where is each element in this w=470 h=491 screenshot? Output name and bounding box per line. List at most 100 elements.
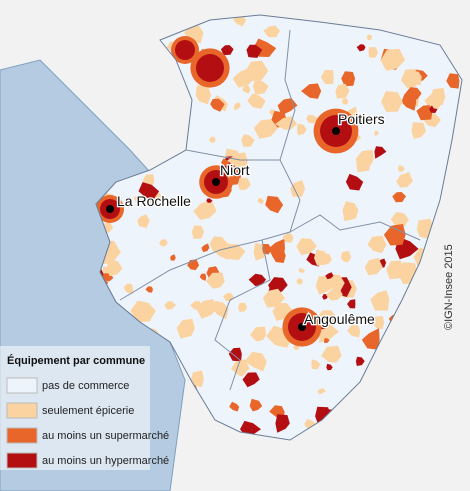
- credit: ©IGN-Insee 2015: [443, 244, 455, 330]
- commune-area: [206, 272, 225, 289]
- commune-area: [392, 192, 406, 203]
- commune-area: [325, 272, 334, 280]
- commune-area: [227, 152, 248, 171]
- commune-area: [213, 243, 230, 260]
- commune-area: [130, 300, 156, 323]
- legend-label: au moins un supermarché: [42, 430, 169, 442]
- commune-area: [301, 83, 322, 99]
- commune-area: [248, 273, 267, 287]
- commune-area: [220, 158, 230, 166]
- city-dot: [212, 178, 220, 186]
- city-dot: [332, 127, 340, 135]
- commune-area: [311, 359, 321, 370]
- commune-area: [411, 122, 426, 139]
- commune-area: [233, 102, 241, 111]
- commune-area: [374, 146, 387, 159]
- commune-area: [321, 345, 342, 363]
- commune-area: [347, 325, 361, 338]
- commune-area: [367, 235, 387, 254]
- commune-area: [210, 98, 225, 112]
- commune-area: [229, 401, 240, 412]
- legend-swatch: [6, 427, 38, 444]
- commune-area: [220, 45, 234, 56]
- legend-label: seulement épicerie: [42, 405, 134, 417]
- commune-area: [340, 250, 352, 263]
- commune-area: [257, 198, 264, 205]
- commune-area: [368, 47, 379, 58]
- commune-area: [123, 283, 134, 295]
- commune-area: [263, 25, 280, 38]
- city-label: La Rochelle: [117, 193, 191, 209]
- commune-area: [405, 87, 422, 102]
- commune-area: [209, 136, 216, 143]
- commune-area: [381, 91, 403, 112]
- commune-area: [370, 290, 390, 311]
- commune-area: [246, 44, 263, 58]
- commune-area: [430, 88, 446, 106]
- commune-area: [409, 71, 422, 86]
- commune-area: [241, 134, 255, 147]
- commune-area: [247, 93, 266, 109]
- commune-area: [431, 99, 441, 110]
- commune-area: [272, 248, 286, 263]
- commune-area: [199, 273, 207, 281]
- commune-area: [244, 351, 267, 372]
- commune-area: [298, 267, 305, 273]
- commune-area: [196, 299, 218, 319]
- commune-area: [282, 233, 294, 243]
- commune-area: [317, 253, 333, 266]
- legend-label: pas de commerce: [42, 380, 129, 392]
- commune-area: [265, 195, 284, 214]
- commune-area: [242, 372, 260, 388]
- commune-area: [249, 398, 263, 412]
- commune-area: [137, 214, 150, 228]
- legend-swatch: [6, 377, 38, 394]
- commune-area: [374, 130, 379, 136]
- commune-area: [446, 73, 460, 89]
- commune-area: [238, 177, 251, 190]
- commune-area: [159, 239, 168, 247]
- commune-area: [231, 359, 250, 375]
- department-borders: [95, 14, 463, 441]
- commune-area: [319, 324, 339, 343]
- commune-area: [356, 44, 366, 52]
- commune-area: [191, 370, 204, 388]
- commune-area: [364, 257, 383, 276]
- commune-area: [322, 294, 328, 300]
- commune-area: [275, 414, 290, 433]
- commune-area: [380, 48, 406, 71]
- commune-area: [253, 119, 279, 139]
- commune-area: [320, 70, 334, 85]
- commune-area: [228, 347, 242, 362]
- commune-area: [326, 363, 333, 371]
- commune-area: [107, 258, 123, 277]
- commune-area: [397, 178, 406, 186]
- commune-area: [397, 165, 405, 172]
- urban-area: [196, 54, 224, 82]
- commune-area: [335, 83, 350, 99]
- city-label: Poitiers: [338, 111, 385, 127]
- commune-area: [347, 299, 356, 309]
- commune-area: [366, 34, 373, 41]
- commune-area: [170, 254, 176, 261]
- commune-area: [356, 154, 371, 173]
- commune-area: [238, 302, 248, 313]
- commune-area: [232, 67, 255, 88]
- commune-area: [206, 198, 213, 203]
- commune-area: [133, 194, 143, 202]
- commune-area: [250, 326, 266, 342]
- legend-swatch: [6, 402, 38, 419]
- commune-area: [350, 317, 357, 324]
- commune-area: [317, 388, 326, 395]
- commune-area: [341, 71, 356, 87]
- city-label: Niort: [220, 162, 250, 178]
- commune-area: [325, 287, 343, 301]
- commune-area: [306, 114, 319, 124]
- commune-area: [195, 85, 211, 105]
- commune-area: [296, 238, 317, 256]
- legend: Équipement par commune pas de commerce se…: [0, 346, 169, 470]
- urban-area: [175, 40, 195, 60]
- commune-area: [383, 224, 406, 246]
- commune-area: [361, 328, 380, 350]
- legend-label: au moins un hypermarché: [42, 455, 169, 467]
